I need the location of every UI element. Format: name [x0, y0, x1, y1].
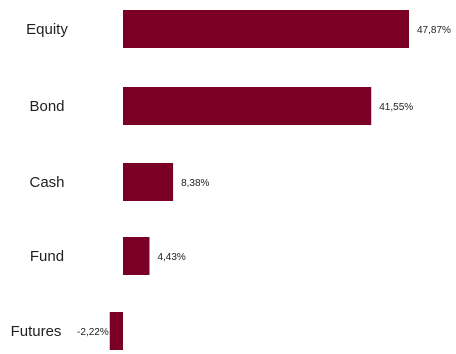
bars-layer: [109, 10, 409, 350]
category-label-bond: Bond: [29, 98, 64, 115]
bar-fund: [123, 237, 150, 275]
value-label-fund: 4,43%: [157, 252, 185, 263]
category-label-futures: Futures: [11, 323, 62, 340]
value-label-cash: 8,38%: [181, 178, 209, 189]
value-label-equity: 47,87%: [417, 25, 451, 36]
value-label-bond: 41,55%: [379, 102, 413, 113]
bar-bond: [123, 87, 372, 125]
value-label-futures: -2,22%: [77, 327, 109, 338]
category-label-fund: Fund: [30, 248, 64, 265]
category-label-equity: Equity: [26, 21, 68, 38]
labels-layer: Equity 47,87% Bond 41,55% Cash 8,38% Fund 4,43%…: [11, 21, 451, 340]
bar-cash: [123, 163, 174, 201]
category-label-cash: Cash: [29, 174, 64, 191]
bar-futures: [109, 312, 123, 350]
bar-equity: [123, 10, 409, 48]
